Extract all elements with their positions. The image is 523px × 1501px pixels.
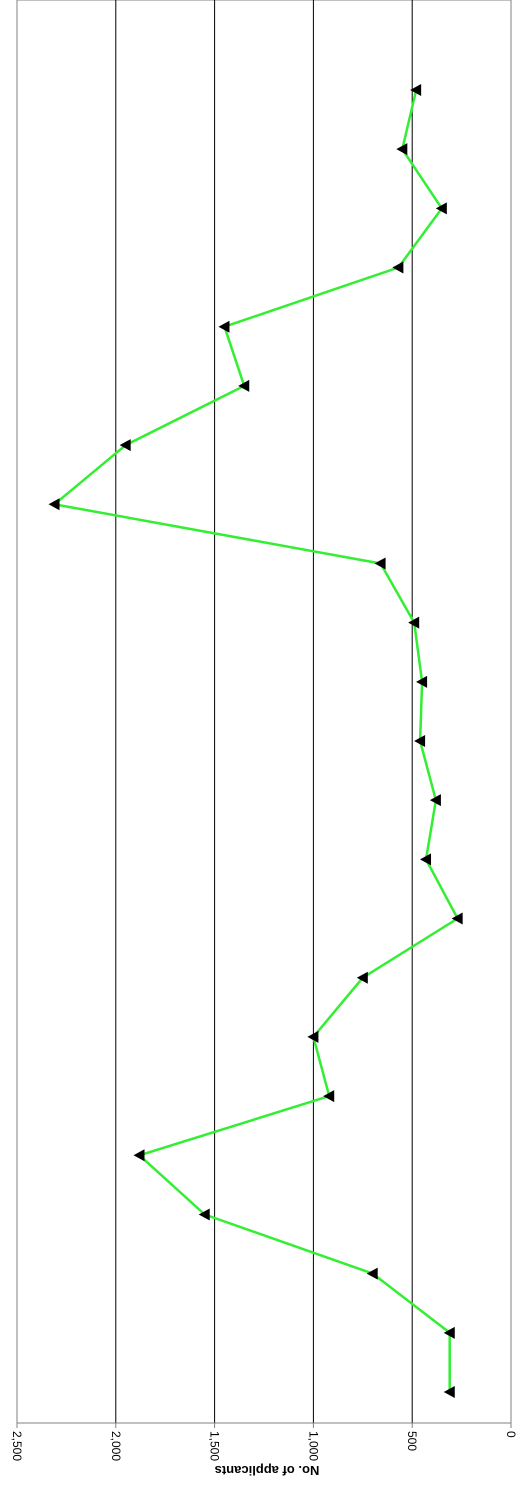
data-point-marker: [133, 1149, 145, 1162]
tick-label: 1,000: [306, 1431, 320, 1461]
data-point-marker: [396, 143, 408, 156]
data-point-marker: [323, 1090, 335, 1103]
series-applicants: [48, 84, 463, 1398]
data-point-marker: [119, 439, 131, 452]
data-point-marker: [48, 498, 60, 511]
value-axis-title: No. of applicants: [215, 1463, 320, 1478]
tick-label: 2,500: [10, 1431, 24, 1461]
data-point-marker: [218, 320, 230, 333]
data-point-marker: [356, 971, 368, 984]
data-point-marker: [198, 1208, 210, 1221]
gridlines: [115, 0, 413, 1423]
tick-label: 500: [405, 1431, 419, 1451]
data-point-marker: [451, 912, 463, 925]
data-point-marker: [410, 84, 422, 96]
data-point-marker: [443, 1326, 455, 1339]
tick-label: 2,000: [109, 1431, 123, 1461]
tick-label: 0: [504, 1431, 518, 1438]
data-point-marker: [420, 853, 432, 866]
data-point-marker: [416, 675, 428, 688]
tick-label: 1,500: [208, 1431, 222, 1461]
data-point-marker: [374, 557, 386, 570]
data-point-marker: [414, 735, 426, 747]
data-point-marker: [429, 794, 441, 807]
data-point-marker: [307, 1030, 319, 1043]
data-point-marker: [408, 616, 420, 629]
plot-area: [16, 0, 512, 1424]
data-point-marker: [443, 1386, 455, 1398]
value-axis: [16, 1422, 512, 1428]
data-point-marker: [366, 1267, 378, 1280]
data-point-marker: [435, 202, 447, 215]
value-axis-tick-labels: 0 500 1,000 1,500 2,000 2,500: [10, 1431, 518, 1461]
data-point-marker: [392, 261, 404, 274]
data-point-marker: [238, 379, 250, 392]
